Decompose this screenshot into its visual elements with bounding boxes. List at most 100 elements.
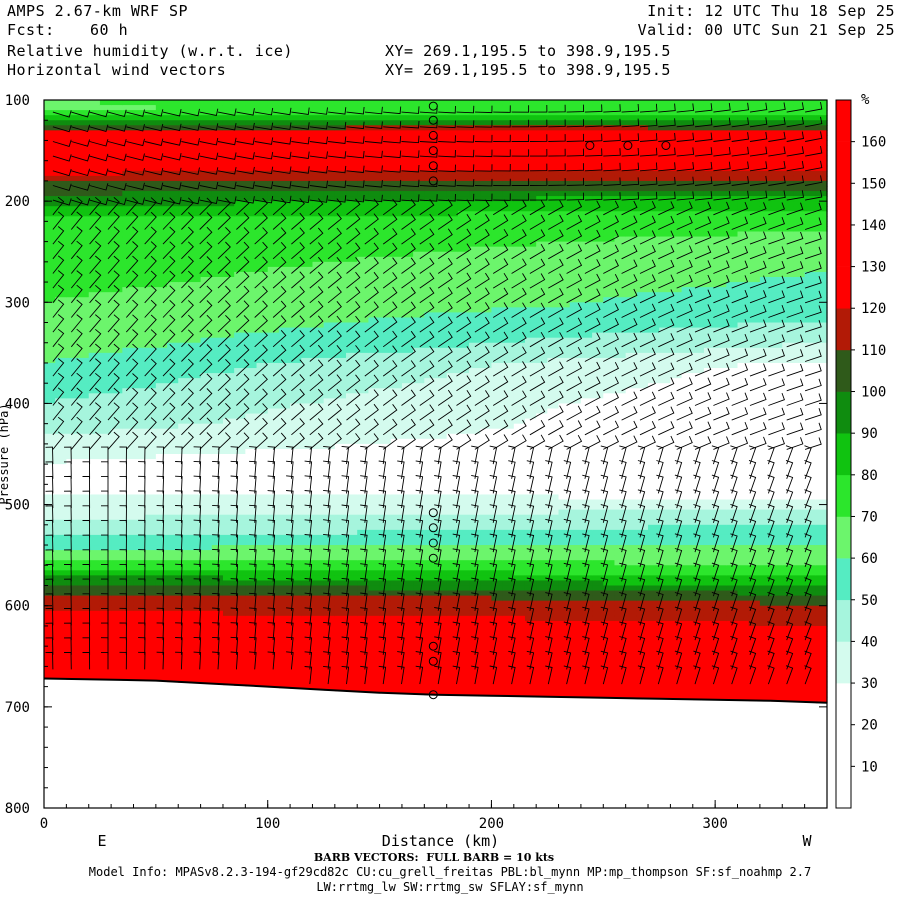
- rh-cell: [435, 337, 448, 344]
- rh-cell: [301, 605, 314, 612]
- rh-cell: [446, 625, 459, 632]
- rh-cell: [457, 216, 470, 222]
- rh-cell: [66, 140, 79, 147]
- rh-cell: [189, 368, 202, 374]
- rh-cell: [312, 580, 325, 587]
- rh-cell: [44, 317, 56, 324]
- rh-cell: [200, 165, 213, 172]
- rh-cell: [88, 474, 101, 480]
- rh-cell: [222, 504, 235, 511]
- rh-cell: [278, 206, 291, 212]
- rh-cell: [111, 403, 123, 410]
- rh-cell: [368, 403, 381, 410]
- rh-cell: [267, 519, 280, 526]
- rh-cell: [368, 352, 381, 359]
- rh-cell: [256, 337, 269, 344]
- rh-cell: [267, 641, 280, 647]
- rh-cell: [435, 499, 448, 506]
- rh-cell: [278, 398, 291, 405]
- rh-cell: [111, 560, 123, 566]
- rh-cell: [222, 317, 235, 324]
- rh-cell: [200, 469, 213, 475]
- rh-cell: [234, 211, 246, 217]
- rh-cell: [144, 570, 157, 576]
- rh-cell: [189, 600, 202, 607]
- rh-cell: [211, 631, 224, 637]
- rh-cell: [469, 479, 481, 485]
- rh-cell: [413, 185, 425, 192]
- rh-cell: [245, 292, 258, 298]
- rh-cell: [480, 504, 493, 511]
- rh-cell: [301, 560, 314, 566]
- rh-cell: [446, 105, 459, 111]
- rh-cell: [99, 337, 112, 344]
- rh-cell: [77, 393, 90, 399]
- rh-cell: [390, 661, 403, 667]
- rh-cell: [480, 666, 493, 673]
- rh-cell: [55, 438, 67, 445]
- rh-cell: [111, 448, 123, 455]
- rh-cell: [211, 595, 224, 602]
- rh-cell: [122, 307, 135, 313]
- rh-cell: [133, 413, 146, 420]
- rh-cell: [211, 550, 224, 556]
- rh-cell: [256, 625, 269, 632]
- rh-cell: [178, 246, 191, 253]
- rh-cell: [379, 185, 392, 192]
- rh-cell: [55, 504, 67, 511]
- rh-cell: [178, 676, 191, 683]
- rh-cell: [368, 120, 381, 126]
- rh-cell: [256, 226, 269, 233]
- rh-cell: [99, 433, 112, 440]
- rh-cell: [66, 145, 79, 152]
- rh-cell: [200, 534, 213, 541]
- rh-cell: [66, 155, 79, 162]
- rh-cell: [469, 357, 481, 364]
- rh-cell: [368, 191, 381, 197]
- rh-cell: [155, 423, 168, 430]
- rh-cell: [424, 524, 437, 531]
- rh-cell: [256, 464, 269, 470]
- rh-cell: [55, 661, 67, 667]
- rh-cell: [44, 185, 56, 192]
- rh-cell: [55, 514, 67, 521]
- rh-cell: [390, 135, 403, 142]
- rh-cell: [122, 590, 135, 597]
- rh-cell: [413, 292, 425, 298]
- rh-cell: [77, 666, 90, 673]
- rh-cell: [44, 575, 56, 582]
- rh-cell: [312, 539, 325, 546]
- rh-cell: [99, 413, 112, 420]
- rh-cell: [245, 555, 258, 561]
- rh-cell: [88, 656, 101, 662]
- rh-cell: [435, 165, 448, 172]
- rh-cell: [301, 671, 314, 678]
- rh-cell: [66, 271, 79, 278]
- rh-cell: [133, 155, 146, 162]
- rh-cell: [167, 337, 179, 344]
- rh-cell: [424, 221, 437, 228]
- rh-cell: [267, 155, 280, 162]
- rh-cell: [55, 615, 67, 622]
- rh-cell: [66, 206, 79, 212]
- rh-cell: [390, 464, 403, 470]
- rh-cell: [312, 352, 325, 359]
- rh-cell: [457, 600, 470, 607]
- rh-cell: [211, 261, 224, 268]
- rh-cell: [357, 165, 369, 172]
- rh-cell: [66, 600, 79, 607]
- rh-cell: [457, 175, 470, 182]
- rh-cell: [334, 585, 347, 592]
- rh-cell: [189, 631, 202, 637]
- rh-cell: [189, 555, 202, 561]
- rh-cell: [457, 246, 470, 253]
- rh-cell: [457, 595, 470, 602]
- rh-cell: [491, 636, 504, 642]
- rh-cell: [290, 231, 302, 238]
- rh-cell: [457, 656, 470, 662]
- rh-cell: [111, 261, 123, 268]
- rh-cell: [278, 625, 291, 632]
- rh-cell: [189, 620, 202, 627]
- rh-cell: [278, 115, 291, 121]
- rh-cell: [290, 403, 302, 410]
